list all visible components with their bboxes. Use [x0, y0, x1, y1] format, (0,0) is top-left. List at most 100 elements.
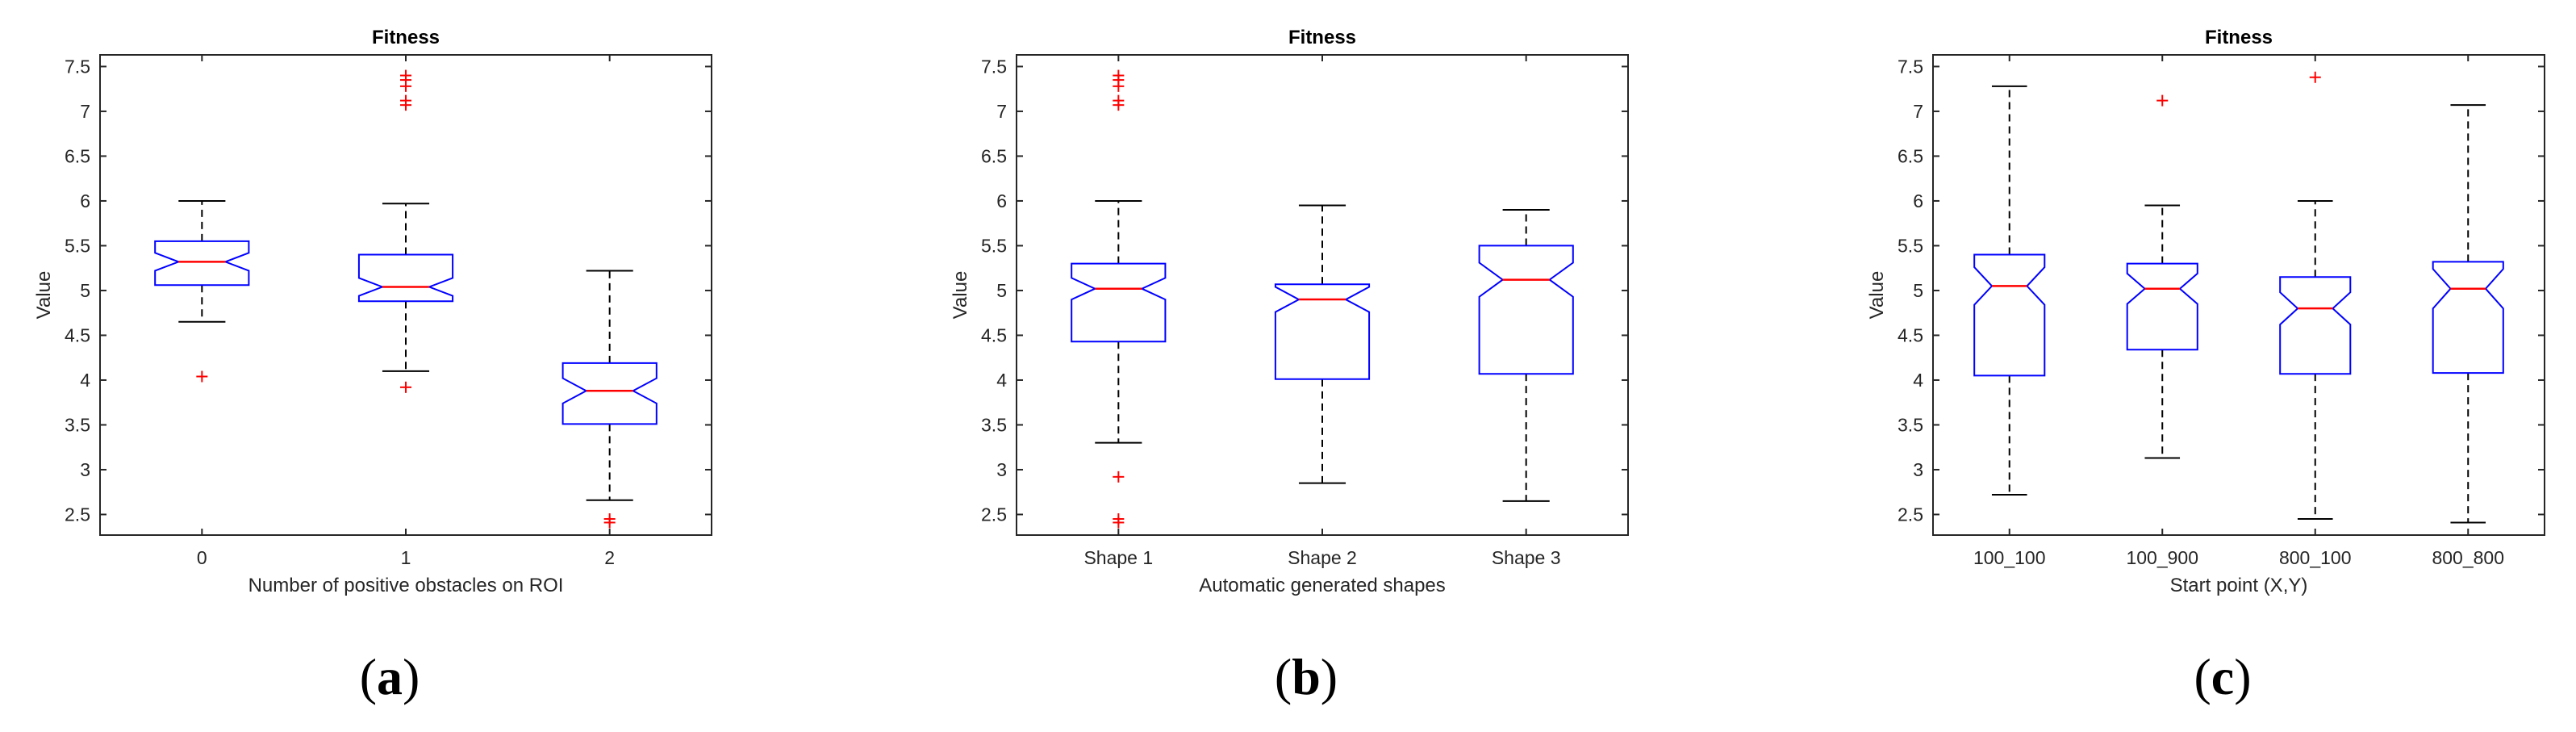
outlier-marker: [1113, 94, 1125, 107]
y-tick-label: 5: [996, 280, 1007, 301]
tick-marks: [100, 55, 712, 535]
y-tick-label: 3: [80, 459, 90, 480]
outlier-marker: [2156, 94, 2169, 107]
box-1: [154, 199, 250, 383]
x-tick-label: 800_100: [2279, 547, 2352, 568]
panel-label-c: (c): [2194, 648, 2252, 705]
y-tick-label: 4: [1913, 370, 1923, 391]
x-axis-label: Automatic generated shapes: [1199, 575, 1446, 596]
y-axis-label: Value: [1866, 271, 1888, 320]
outlier-marker: [400, 69, 411, 82]
panel-letter: b: [1292, 648, 1321, 705]
y-tick-label: 5.5: [981, 235, 1007, 256]
y-tick-label: 6.5: [1898, 145, 1923, 166]
chart-a: 2.5 3 3.5 4 4.5 5 5.5 6 6.5 7 7.5 0 1 2 Fitness Numbe…: [33, 27, 712, 596]
plot-area: [1016, 54, 1629, 536]
x-tick-label: 1: [401, 547, 411, 568]
box-body: [1274, 283, 1371, 380]
outlier-marker: [1113, 513, 1125, 525]
box-2: [1274, 204, 1371, 484]
y-tick-label: 6: [996, 190, 1007, 211]
outlier-marker: [2309, 71, 2321, 83]
box-body: [357, 253, 454, 303]
y-tick-label: 4.5: [1898, 324, 1923, 345]
tick-labels: 2.5 3 3.5 4 4.5 5 5.5 6 6.5 7 7.5 Shape 1 Shape 2 Sha…: [981, 56, 1561, 568]
box-body: [154, 240, 250, 287]
y-tick-label: 7: [996, 101, 1007, 122]
tick-labels: 2.5 3 3.5 4 4.5 5 5.5 6 6.5 7 7.5 100_100 100_900 800…: [1898, 56, 2504, 568]
x-tick-label: 100_100: [1973, 547, 2046, 568]
y-tick-label: 4.5: [981, 324, 1007, 345]
chart-title: Fitness: [372, 27, 440, 48]
box-body: [2279, 276, 2352, 375]
plot-area: [1932, 54, 2545, 536]
x-axis-label: Start point (X,Y): [2170, 575, 2308, 596]
y-tick-label: 7: [80, 101, 90, 122]
box-body: [562, 362, 658, 425]
box-2: [2126, 94, 2198, 459]
outlier-marker: [400, 94, 411, 107]
plot-area: [99, 54, 712, 536]
tick-marks: [1933, 55, 2545, 535]
y-tick-label: 3.5: [1898, 414, 1923, 435]
y-tick-label: 7: [1913, 101, 1923, 122]
y-tick-label: 4: [80, 370, 90, 391]
outlier-marker: [1113, 471, 1125, 483]
x-tick-label: Shape 1: [1083, 547, 1153, 568]
chart-title: Fitness: [2205, 27, 2273, 48]
panel-letter: c: [2211, 648, 2235, 705]
y-tick-label: 5.5: [65, 235, 90, 256]
box-body: [2432, 261, 2504, 374]
panel-a: 2.5 3 3.5 4 4.5 5 5.5 6 6.5 7 7.5 0 1 2 Fitness Numbe…: [33, 27, 712, 596]
tick-labels: 2.5 3 3.5 4 4.5 5 5.5 6 6.5 7 7.5 0 1 2: [65, 56, 615, 568]
y-tick-label: 7.5: [65, 56, 90, 77]
outlier-marker: [400, 381, 411, 393]
outlier-marker: [196, 370, 208, 383]
x-tick-label: Shape 3: [1492, 547, 1561, 568]
y-tick-label: 2.5: [1898, 504, 1923, 525]
y-tick-label: 6.5: [981, 145, 1007, 166]
x-tick-label: 2: [604, 547, 615, 568]
y-tick-label: 6: [1913, 190, 1923, 211]
outlier-marker: [1113, 69, 1125, 82]
x-tick-label: 0: [197, 547, 207, 568]
outlier-marker: [603, 513, 616, 525]
x-axis-label: Number of positive obstacles on ROI: [248, 575, 564, 596]
panel-letter: a: [377, 648, 403, 705]
box-4: [2432, 104, 2504, 524]
box-3: [1478, 209, 1574, 502]
y-tick-label: 6: [80, 190, 90, 211]
y-tick-label: 5.5: [1898, 235, 1923, 256]
x-tick-label: 100_900: [2126, 547, 2198, 568]
panel-b: 2.5 3 3.5 4 4.5 5 5.5 6 6.5 7 7.5 Shape 1 Shape 2 Sha…: [950, 27, 1629, 596]
boxes-layer: [1071, 69, 1574, 529]
box-1: [1973, 85, 2046, 496]
chart-b: 2.5 3 3.5 4 4.5 5 5.5 6 6.5 7 7.5 Shape 1 Shape 2 Sha…: [950, 27, 1629, 596]
chart-title: Fitness: [1288, 27, 1356, 48]
y-tick-label: 3.5: [981, 414, 1007, 435]
box-2: [357, 69, 454, 393]
boxes-layer: [154, 69, 658, 529]
panel-c: 2.5 3 3.5 4 4.5 5 5.5 6 6.5 7 7.5 100_100 100_900 800…: [1866, 27, 2545, 596]
panel-label-a: (a): [359, 648, 420, 705]
y-tick-label: 3.5: [65, 414, 90, 435]
y-tick-label: 6.5: [65, 145, 90, 166]
y-axis-label: Value: [950, 271, 971, 320]
y-tick-label: 5: [1913, 280, 1923, 301]
y-tick-label: 7.5: [981, 56, 1007, 77]
y-tick-label: 2.5: [65, 504, 90, 525]
y-tick-label: 3: [1913, 459, 1923, 480]
box-3: [562, 270, 658, 529]
y-tick-label: 5: [80, 280, 90, 301]
boxes-layer: [1973, 71, 2504, 524]
chart-c: 2.5 3 3.5 4 4.5 5 5.5 6 6.5 7 7.5 100_100 100_900 800…: [1866, 27, 2545, 596]
y-tick-label: 4: [996, 370, 1007, 391]
y-tick-label: 4.5: [65, 324, 90, 345]
box-body: [1478, 245, 1574, 375]
box-3: [2279, 71, 2352, 521]
box-body: [2126, 262, 2198, 351]
y-tick-label: 7.5: [1898, 56, 1923, 77]
x-tick-label: Shape 2: [1288, 547, 1357, 568]
y-tick-label: 2.5: [981, 504, 1007, 525]
